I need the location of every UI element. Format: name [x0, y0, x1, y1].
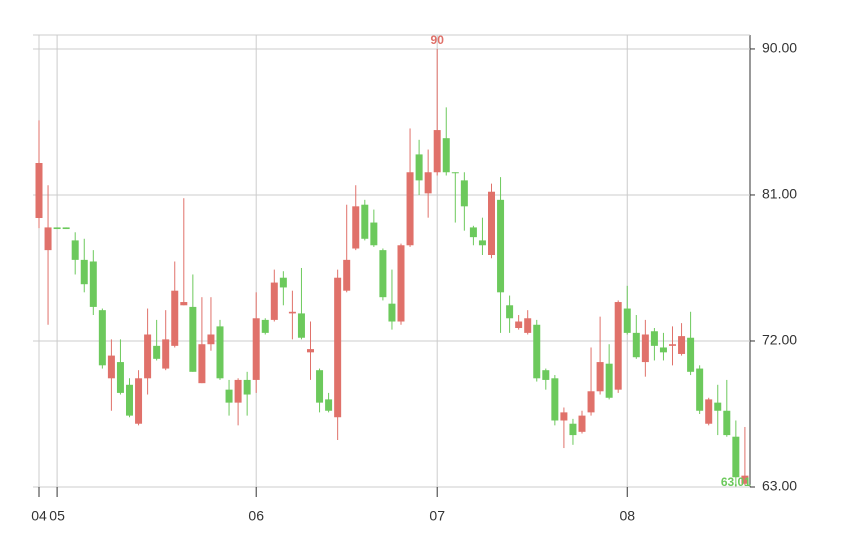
- candle-body: [225, 389, 233, 403]
- y-tick-label: 81.00: [762, 186, 797, 202]
- candle-body: [288, 311, 296, 314]
- candle-body: [207, 334, 215, 345]
- candle-body: [497, 199, 505, 293]
- candle-body: [705, 399, 713, 424]
- max-label: 90: [431, 33, 445, 47]
- candle-body: [162, 339, 170, 369]
- candle-body: [650, 331, 658, 346]
- x-tick-label: 06: [248, 508, 264, 524]
- candle-body: [397, 245, 405, 322]
- x-tick-label: 07: [429, 508, 445, 524]
- candle-body: [144, 334, 152, 379]
- candle-body: [614, 302, 622, 390]
- x-tick-label: 04: [31, 508, 47, 524]
- candle-body: [669, 344, 676, 346]
- candle-body: [370, 222, 378, 246]
- y-tick-label: 63.00: [762, 478, 797, 494]
- candle-body: [641, 334, 649, 363]
- candle-body: [542, 370, 550, 380]
- candle-body: [478, 240, 486, 246]
- y-tick-label: 72.00: [762, 332, 797, 348]
- candle-body: [388, 303, 396, 322]
- candle-body: [379, 250, 387, 298]
- candle-body: [279, 277, 287, 288]
- candle-body: [587, 391, 595, 413]
- candle-body: [334, 277, 342, 418]
- candle-body: [116, 362, 124, 393]
- min-label: 63.01: [721, 475, 751, 489]
- candle-body: [424, 172, 432, 194]
- candle-body: [153, 345, 161, 359]
- candle-body: [126, 384, 133, 416]
- candle-body: [316, 370, 324, 403]
- candle-body: [53, 227, 61, 230]
- candle-body: [297, 313, 305, 338]
- candle-body: [714, 402, 722, 411]
- candle-body: [252, 318, 260, 380]
- x-tick-label: 05: [49, 508, 65, 524]
- candle-body: [343, 259, 351, 291]
- candle-body: [451, 172, 459, 174]
- candle-body: [415, 154, 423, 181]
- candle-body: [623, 308, 631, 333]
- y-tick-label: 90.00: [762, 40, 797, 56]
- candle-body: [632, 332, 640, 358]
- candle-body: [216, 326, 224, 379]
- candle-body: [80, 259, 88, 285]
- candle-body: [578, 415, 586, 432]
- candle-body: [605, 363, 613, 398]
- candle-body: [71, 240, 79, 260]
- candle-body: [460, 180, 468, 207]
- candle-body: [261, 319, 269, 333]
- candle-body: [696, 368, 704, 411]
- candle-body: [442, 138, 450, 173]
- candle-body: [678, 336, 686, 354]
- candle-body: [741, 475, 749, 484]
- candle-body: [180, 302, 188, 306]
- candle-body: [189, 306, 197, 372]
- candle-body: [732, 436, 740, 478]
- candle-body: [171, 290, 179, 346]
- candle-body: [352, 206, 360, 249]
- candle-body: [135, 378, 143, 424]
- candle-body: [560, 412, 568, 421]
- candle-body: [659, 347, 667, 353]
- candle-body: [533, 324, 541, 379]
- candle-body: [723, 410, 731, 436]
- candle-body: [44, 227, 52, 251]
- candle-body: [569, 423, 577, 436]
- candle-body: [524, 318, 532, 333]
- candle-body: [243, 379, 251, 395]
- candle-body: [62, 227, 70, 230]
- candle-body: [433, 130, 441, 173]
- candle-body: [506, 305, 514, 319]
- candle-body: [35, 163, 43, 219]
- candle-body: [89, 261, 97, 307]
- candle-body: [687, 337, 695, 372]
- candle-body: [488, 191, 495, 255]
- x-tick-label: 08: [619, 508, 635, 524]
- candle-body: [234, 379, 242, 403]
- candle-body: [98, 310, 106, 366]
- candle-body: [406, 172, 414, 246]
- candle-body: [325, 399, 333, 411]
- candle-body: [515, 321, 523, 329]
- candle-body: [361, 204, 369, 239]
- candle-body: [307, 349, 314, 353]
- candle-body: [551, 378, 559, 421]
- candle-body: [596, 362, 604, 392]
- candle-body: [469, 227, 477, 238]
- candle-body: [107, 355, 115, 379]
- candle-body: [270, 282, 278, 320]
- candle-body: [198, 344, 206, 384]
